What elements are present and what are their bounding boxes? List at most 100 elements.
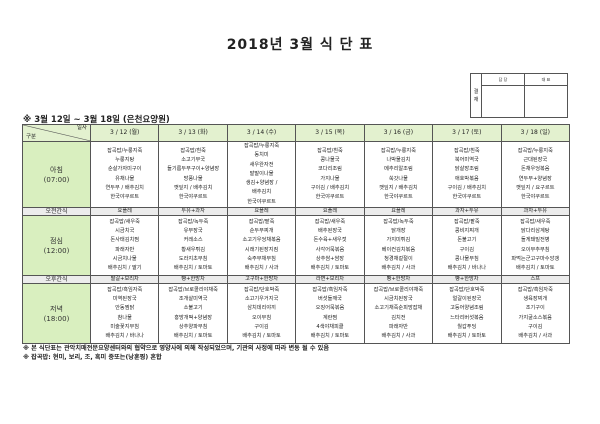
menu-cell: 잡곡밥/녹두죽 닭개장 가지미튀김 베이컨김치볶음 청경채겉절이 배추김치 / 사과 [363,215,434,276]
menu-item: 미술꽃지무침 [110,323,140,330]
corner-header: 일자 구분 [22,124,91,142]
menu-item: 소고기채죽순피망잡채 [374,305,423,312]
menu-item: 홍방개떡+양념장 [174,314,213,321]
approval-sign-head[interactable] [524,85,568,118]
menu-item: 상추양파무침 [178,323,208,330]
menu-item: 사각어묵볶음 [315,246,345,253]
menu-item: 순두부찌개 [249,228,274,235]
menu-cell: 잡곡밥/브로콜리야채죽 시금치된장국 소고기채죽순피망잡채 김치전 파래자반 배추김치 /… [363,283,434,344]
menu-item: 김치전 [391,314,406,321]
meal-time: (07:00) [43,175,70,184]
menu-cell: 잡곡밥/누룽지죽 나박물김치 메추리알조림 쑥갓나물 깻잎지 / 배추김치 한국야쿠르트 [363,141,434,208]
menu-item: 콩나물국 [320,157,340,164]
menu-item: 깻잎지 / 요구르트 [516,184,555,191]
menu-item: 쑥갓나물 [388,175,408,182]
menu-cell: 잡곡밥/녹두죽 유부장국 커레소스 황새우튀김 도라지초무침 배추김치 / 토마토 [158,215,228,276]
day-header: 3 / 18 (일) [500,124,571,142]
menu-item: 돈사태김치찜 [110,237,140,244]
menu-item: 메추리알조림 [384,166,413,173]
row-pm-snack: 오후간식 딸갈+보리차 빵+한방차 고구마+한방차 라면+보리차 빵+한방차 빵+한방차 스프 [22,275,571,284]
menu-cell: 라면+보리차 [295,275,365,284]
menu-item: 시금치된장국 [384,296,413,303]
note-2: ※ 잡곡밥: 현미, 보리, 조, 흑미 중또는(낭훈찡) 혼합 [23,354,162,361]
menu-item: 돈수육+새우젓 [313,237,347,244]
menu-item: 방풍나물 [183,175,203,182]
menu-item: 순살가자미구이 [108,166,142,173]
menu-item: 조개살미역국 [178,296,208,303]
menu-cell: 잡곡밥/새우죽 시금치국 돈사태김치찜 파래자반 시금치나물 배추김치 / 딸기 [89,215,160,276]
menu-cell: 잡곡밥/흑임자죽 미역된장국 안동찜닭 참나물 미술꽃지무침 배추김치 / 바나나 [89,283,160,344]
menu-item: 고등어양념조림 [450,305,484,312]
menu-item: 한국야쿠르트 [247,198,276,205]
menu-item: 닭살장조림 [454,166,479,173]
menu-item: 코다리조림 [318,166,342,173]
menu-item: 연두부+양념장 [518,175,552,182]
day-header: 3 / 14 (수) [226,124,297,142]
approval-sign-staff[interactable] [481,85,525,118]
menu-item: 가지굴소스볶음 [518,314,552,321]
menu-item: 배추김치 / 사과 [381,264,416,271]
menu-item: 가지미튀김 [386,237,411,244]
menu-item: 잡곡밥/흑임자죽 [107,286,143,293]
menu-item: 가지나물 [320,175,340,182]
menu-item: 새우완자전 [249,161,274,168]
menu-item: 배추된장국 [318,228,342,235]
menu-item: 배추김치 / 토마토 [173,264,213,271]
menu-item: 발말이나물 [249,170,274,177]
menu-item: 배추김치 / 토마토 [310,332,350,339]
menu-item: 잡곡밥/녹두죽 [383,218,414,225]
menu-item: 배추김치 / 사과 [381,332,416,339]
approval-box: 결 재 담 당 대 표 [470,73,568,118]
menu-item: 한국야쿠르트 [178,193,208,200]
day-header: 3 / 17 (토) [432,124,502,142]
menu-item: 북어미역국 [454,157,479,164]
menu-item: 생육장찌개 [523,296,548,303]
menu-item: 배추김치 / 토마토 [516,264,555,271]
menu-item: 상추쌈+쌈장 [315,255,345,262]
menu-item: 구이김 [254,323,269,330]
menu-item: 소고기우거지국 [244,296,279,303]
menu-item: 잡곡밥/새우죽 [314,218,346,225]
menu-item: 배추김치 / 토마토 [447,332,487,339]
day-header: 3 / 12 (월) [89,124,160,142]
menu-item: 구이김 [459,246,474,253]
menu-item: 배추김치 / 토마토 [242,332,281,339]
menu-cell: 과자+두유 [500,207,571,216]
menu-item: 잡곡밥/흰죽 [454,147,480,154]
menu-item: 배추김치 / 토마토 [173,332,213,339]
meal-name: 오후간식 [45,276,68,283]
approval-col-head: 대 표 [524,73,568,86]
menu-item: 한국야쿠르트 [384,193,413,200]
menu-item: 구이김 / 배추김치 [310,184,350,191]
menu-item: 소불고기 [183,305,203,312]
menu-item: 잡곡밥/단호박죽 [243,286,280,293]
row-label: 오후간식 [22,275,91,284]
row-label: 아침 (07:00) [22,141,91,208]
menu-cell: 잡곡밥/흰죽 북어미역국 닭살장조림 애호박볶음 구이김 / 배추김치 한국야쿠르트 [432,141,502,208]
menu-item: 연두부 / 배추김치 [105,184,144,191]
menu-item: 잡곡밥/흑임자죽 [312,286,348,293]
menu-item: 배추김치 / 바나나 [105,332,144,339]
menu-item: 누룽지탕 [115,157,135,164]
menu-item: 오이무침 [252,314,272,321]
row-label: 점심 (12:00) [22,215,91,276]
day-header: 3 / 15 (목) [295,124,365,142]
menu-item: 안동찜닭 [115,305,135,312]
menu-cell: 잡곡밥/단호박죽 소고기우거지국 삼치데리야끼 오이무침 구이김 배추김치 / 토마토 [226,283,297,344]
menu-item: 배추김치 / 토마토 [310,264,350,271]
approval-col-staff: 담 당 [481,73,525,86]
menu-item: 미역된장국 [112,296,137,303]
row-am-snack: 오전간식 요플레 두유+과자 요플레 요플레 요플레 과자+두유 과자+두유 [22,207,571,216]
row-label: 저녁 (18:00) [22,283,91,344]
menu-cell: 잡곡밥/흰죽 소고기무국 들기름두부구이+양념장 방풍나물 깻잎지 / 배추김치 한국야쿠… [158,141,228,208]
menu-item: 잡곡밥/흰죽 [180,147,206,154]
menu-item: 돈채우엉볶음 [520,166,550,173]
menu-item: 잡곡밥/브로콜리야채죽 [168,286,218,293]
corner-date-label: 일자 [76,125,87,131]
menu-item: 잡곡밥/단호박죽 [449,286,485,293]
menu-item: 월갑푸딩 [457,323,477,330]
menu-cell: 빵+한방차 [158,275,228,284]
menu-item: 시금치국 [115,228,135,235]
day-header: 3 / 16 (금) [363,124,434,142]
menu-item: 닭다리삼계탕 [520,228,550,235]
